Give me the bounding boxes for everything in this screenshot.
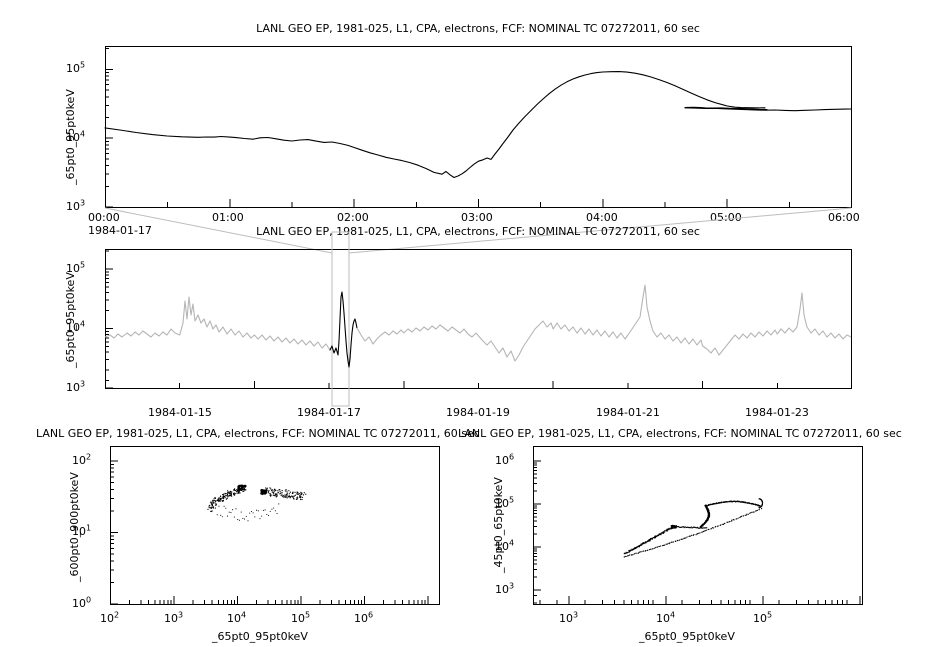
zoom-ytick-1e4: 104 <box>66 129 86 144</box>
context-ytick-1e4: 104 <box>66 319 86 334</box>
zoom-xtick-0: 00:00 <box>88 211 120 224</box>
context-ytick-1e5: 105 <box>66 260 86 275</box>
zoom-date-label: 1984-01-17 <box>88 224 152 237</box>
scatter-right-ytick-1e3: 103 <box>495 581 515 596</box>
scatter-left-xtick-1e6: 106 <box>354 610 374 625</box>
scatter-right-xtick-1e4: 104 <box>656 610 676 625</box>
scatter-left-xtick-1e4: 104 <box>227 610 247 625</box>
context-panel-title: LANL GEO EP, 1981-025, L1, CPA, electron… <box>256 225 700 238</box>
scatter-right-ylabel: _45pt0_65pt0keV <box>492 477 505 573</box>
scatter-left-points <box>207 484 307 522</box>
scatter-right-ytick-1e6: 106 <box>495 452 515 467</box>
scatter-right-xtick-1e3: 103 <box>559 610 579 625</box>
scatter-left-xlabel: _65pt0_95pt0keV <box>212 630 308 643</box>
scatter-left-title: LANL GEO EP, 1981-025, L1, CPA, electron… <box>36 427 480 440</box>
scatter-left-xtick-1e2: 102 <box>100 610 120 625</box>
scatter-right-panel <box>533 446 863 605</box>
scatter-right-title: LANL GEO EP, 1981-025, L1, CPA, electron… <box>458 427 902 440</box>
zoom-xtick-4: 04:00 <box>586 211 618 224</box>
zoom-ytick-1e3: 103 <box>66 198 86 213</box>
zoom-ytick-1e5: 105 <box>66 60 86 75</box>
context-xtick-0: 1984-01-15 <box>148 406 212 419</box>
scatter-right-xtick-1e5: 105 <box>753 610 773 625</box>
scatter-left-ytick-1e0: 100 <box>72 595 92 610</box>
zoom-xtick-1: 01:00 <box>212 211 244 224</box>
context-xtick-1: 1984-01-17 <box>297 406 361 419</box>
scatter-left-ytick-1e1: 101 <box>72 523 92 538</box>
scatter-left-xtick-1e5: 105 <box>291 610 311 625</box>
scatter-left-ytick-1e2: 102 <box>72 452 92 467</box>
scatter-right-xlabel: _65pt0_95pt0keV <box>639 630 735 643</box>
scatter-right-ytick-1e4: 104 <box>495 538 515 553</box>
context-panel <box>104 231 852 407</box>
zoom-xtick-6: 06:00 <box>828 211 860 224</box>
zoom-xtick-2: 02:00 <box>337 211 369 224</box>
context-xtick-4: 1984-01-23 <box>745 406 809 419</box>
context-xtick-2: 1984-01-19 <box>446 406 510 419</box>
zoom-xtick-5: 05:00 <box>710 211 742 224</box>
context-xtick-3: 1984-01-21 <box>596 406 660 419</box>
zoom-connectors <box>0 205 926 260</box>
context-ytick-1e3: 103 <box>66 379 86 394</box>
zoom-panel-title: LANL GEO EP, 1981-025, L1, CPA, electron… <box>256 22 700 35</box>
scatter-left-xtick-1e3: 103 <box>164 610 184 625</box>
scatter-right-ytick-1e5: 105 <box>495 495 515 510</box>
scatter-right-points <box>623 498 764 558</box>
zoom-panel <box>104 46 852 208</box>
scatter-left-panel <box>110 446 440 605</box>
zoom-xtick-3: 03:00 <box>461 211 493 224</box>
